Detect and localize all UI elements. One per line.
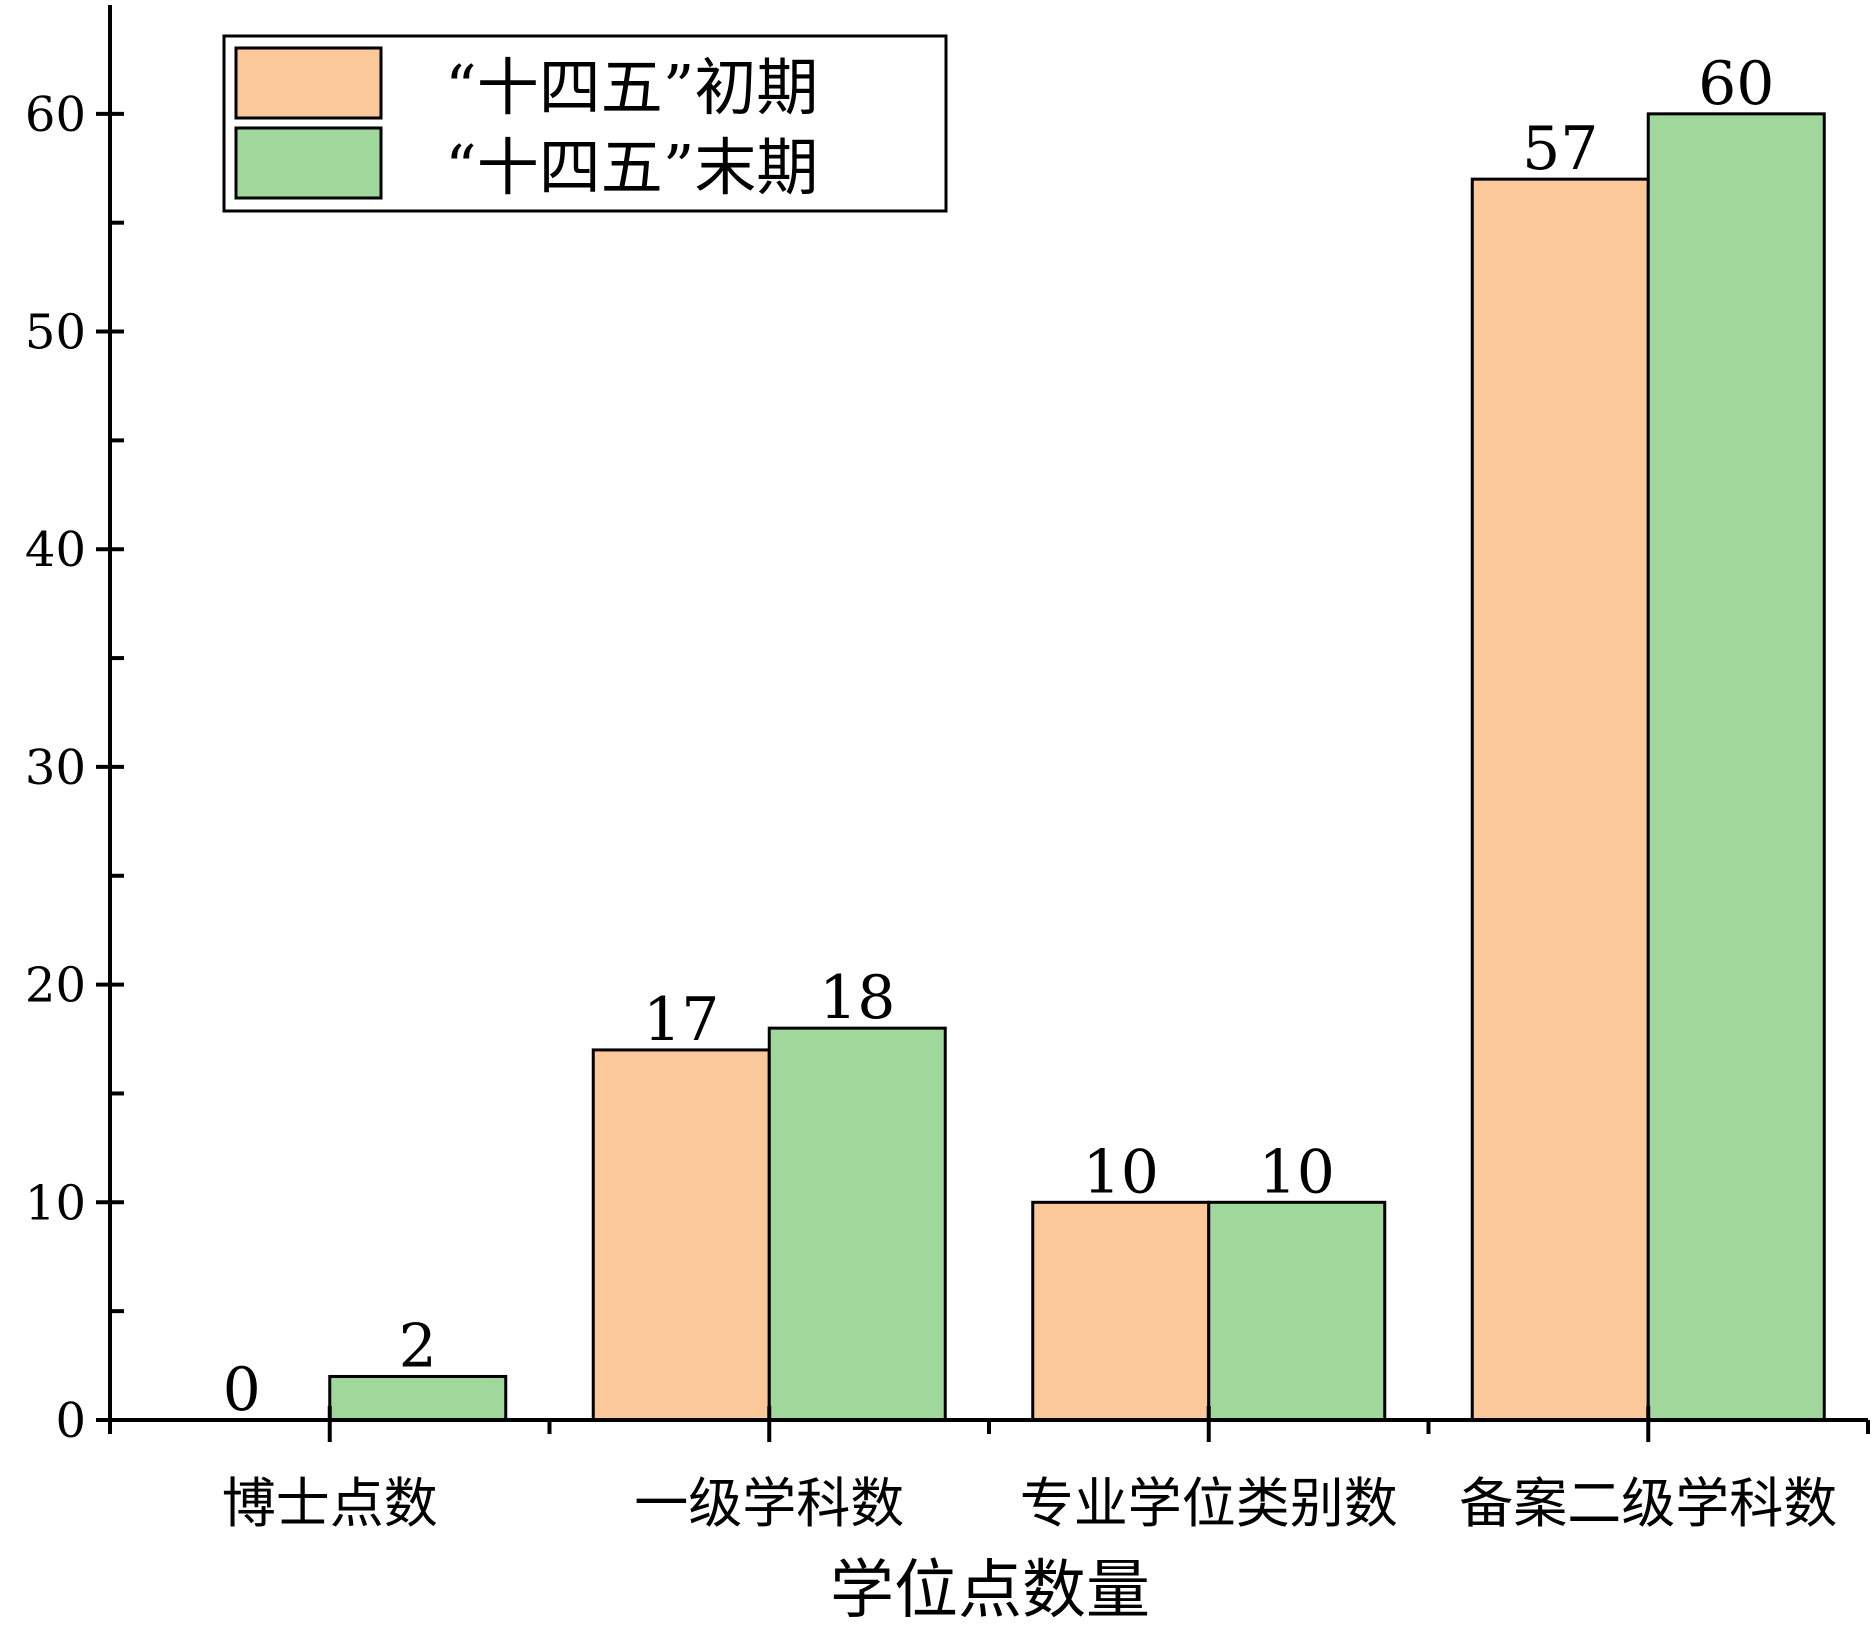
data-label-second-level-early: 57 <box>1522 114 1598 184</box>
legend: “十四五”初期 “十四五”末期 <box>222 34 948 213</box>
data-label-first-level-late: 18 <box>819 963 895 1033</box>
bar-professional-early <box>1031 1200 1211 1422</box>
data-label-second-level-late: 60 <box>1698 49 1774 119</box>
data-label-doctoral-early: 0 <box>223 1355 261 1425</box>
bar-first-level-late <box>767 1026 947 1422</box>
category-labels-layer: 博士点数 一级学科数 专业学位类别数 备案二级学科数 <box>222 1472 1838 1535</box>
y-tick-label: 30 <box>25 740 86 796</box>
bar-second-level-late <box>1646 112 1826 1422</box>
x-axis-title: 学位点数量 <box>830 1554 1150 1628</box>
bar-second-level-early <box>1470 177 1650 1422</box>
data-label-doctoral-late: 2 <box>399 1311 437 1381</box>
data-label-first-level-early: 17 <box>643 985 719 1055</box>
bar-professional-late <box>1207 1200 1387 1422</box>
data-label-professional-early: 10 <box>1083 1137 1159 1207</box>
category-label-professional: 专业学位类别数 <box>1020 1472 1398 1535</box>
y-tick-label: 20 <box>25 958 86 1014</box>
y-tick-label: 40 <box>25 522 86 578</box>
category-label-second-level: 备案二级学科数 <box>1459 1472 1837 1535</box>
y-tick-label: 50 <box>25 305 86 361</box>
category-label-doctoral: 博士点数 <box>222 1472 438 1535</box>
data-labels-layer: 0 2 17 18 10 10 57 60 <box>223 49 1775 1425</box>
category-label-first-level: 一级学科数 <box>634 1472 904 1535</box>
y-tick-label: 10 <box>25 1175 86 1231</box>
legend-label-early: “十四五”初期 <box>445 51 818 124</box>
bar-doctoral-late <box>328 1374 508 1422</box>
bars-layer <box>328 112 1826 1422</box>
y-tick-label: 60 <box>25 87 86 143</box>
y-tick-label: 0 <box>55 1393 86 1449</box>
data-label-professional-late: 10 <box>1259 1137 1335 1207</box>
bar-first-level-early <box>591 1048 771 1422</box>
legend-swatch-early <box>234 46 383 120</box>
legend-label-late: “十四五”末期 <box>445 131 818 204</box>
legend-swatch-late <box>234 126 383 200</box>
